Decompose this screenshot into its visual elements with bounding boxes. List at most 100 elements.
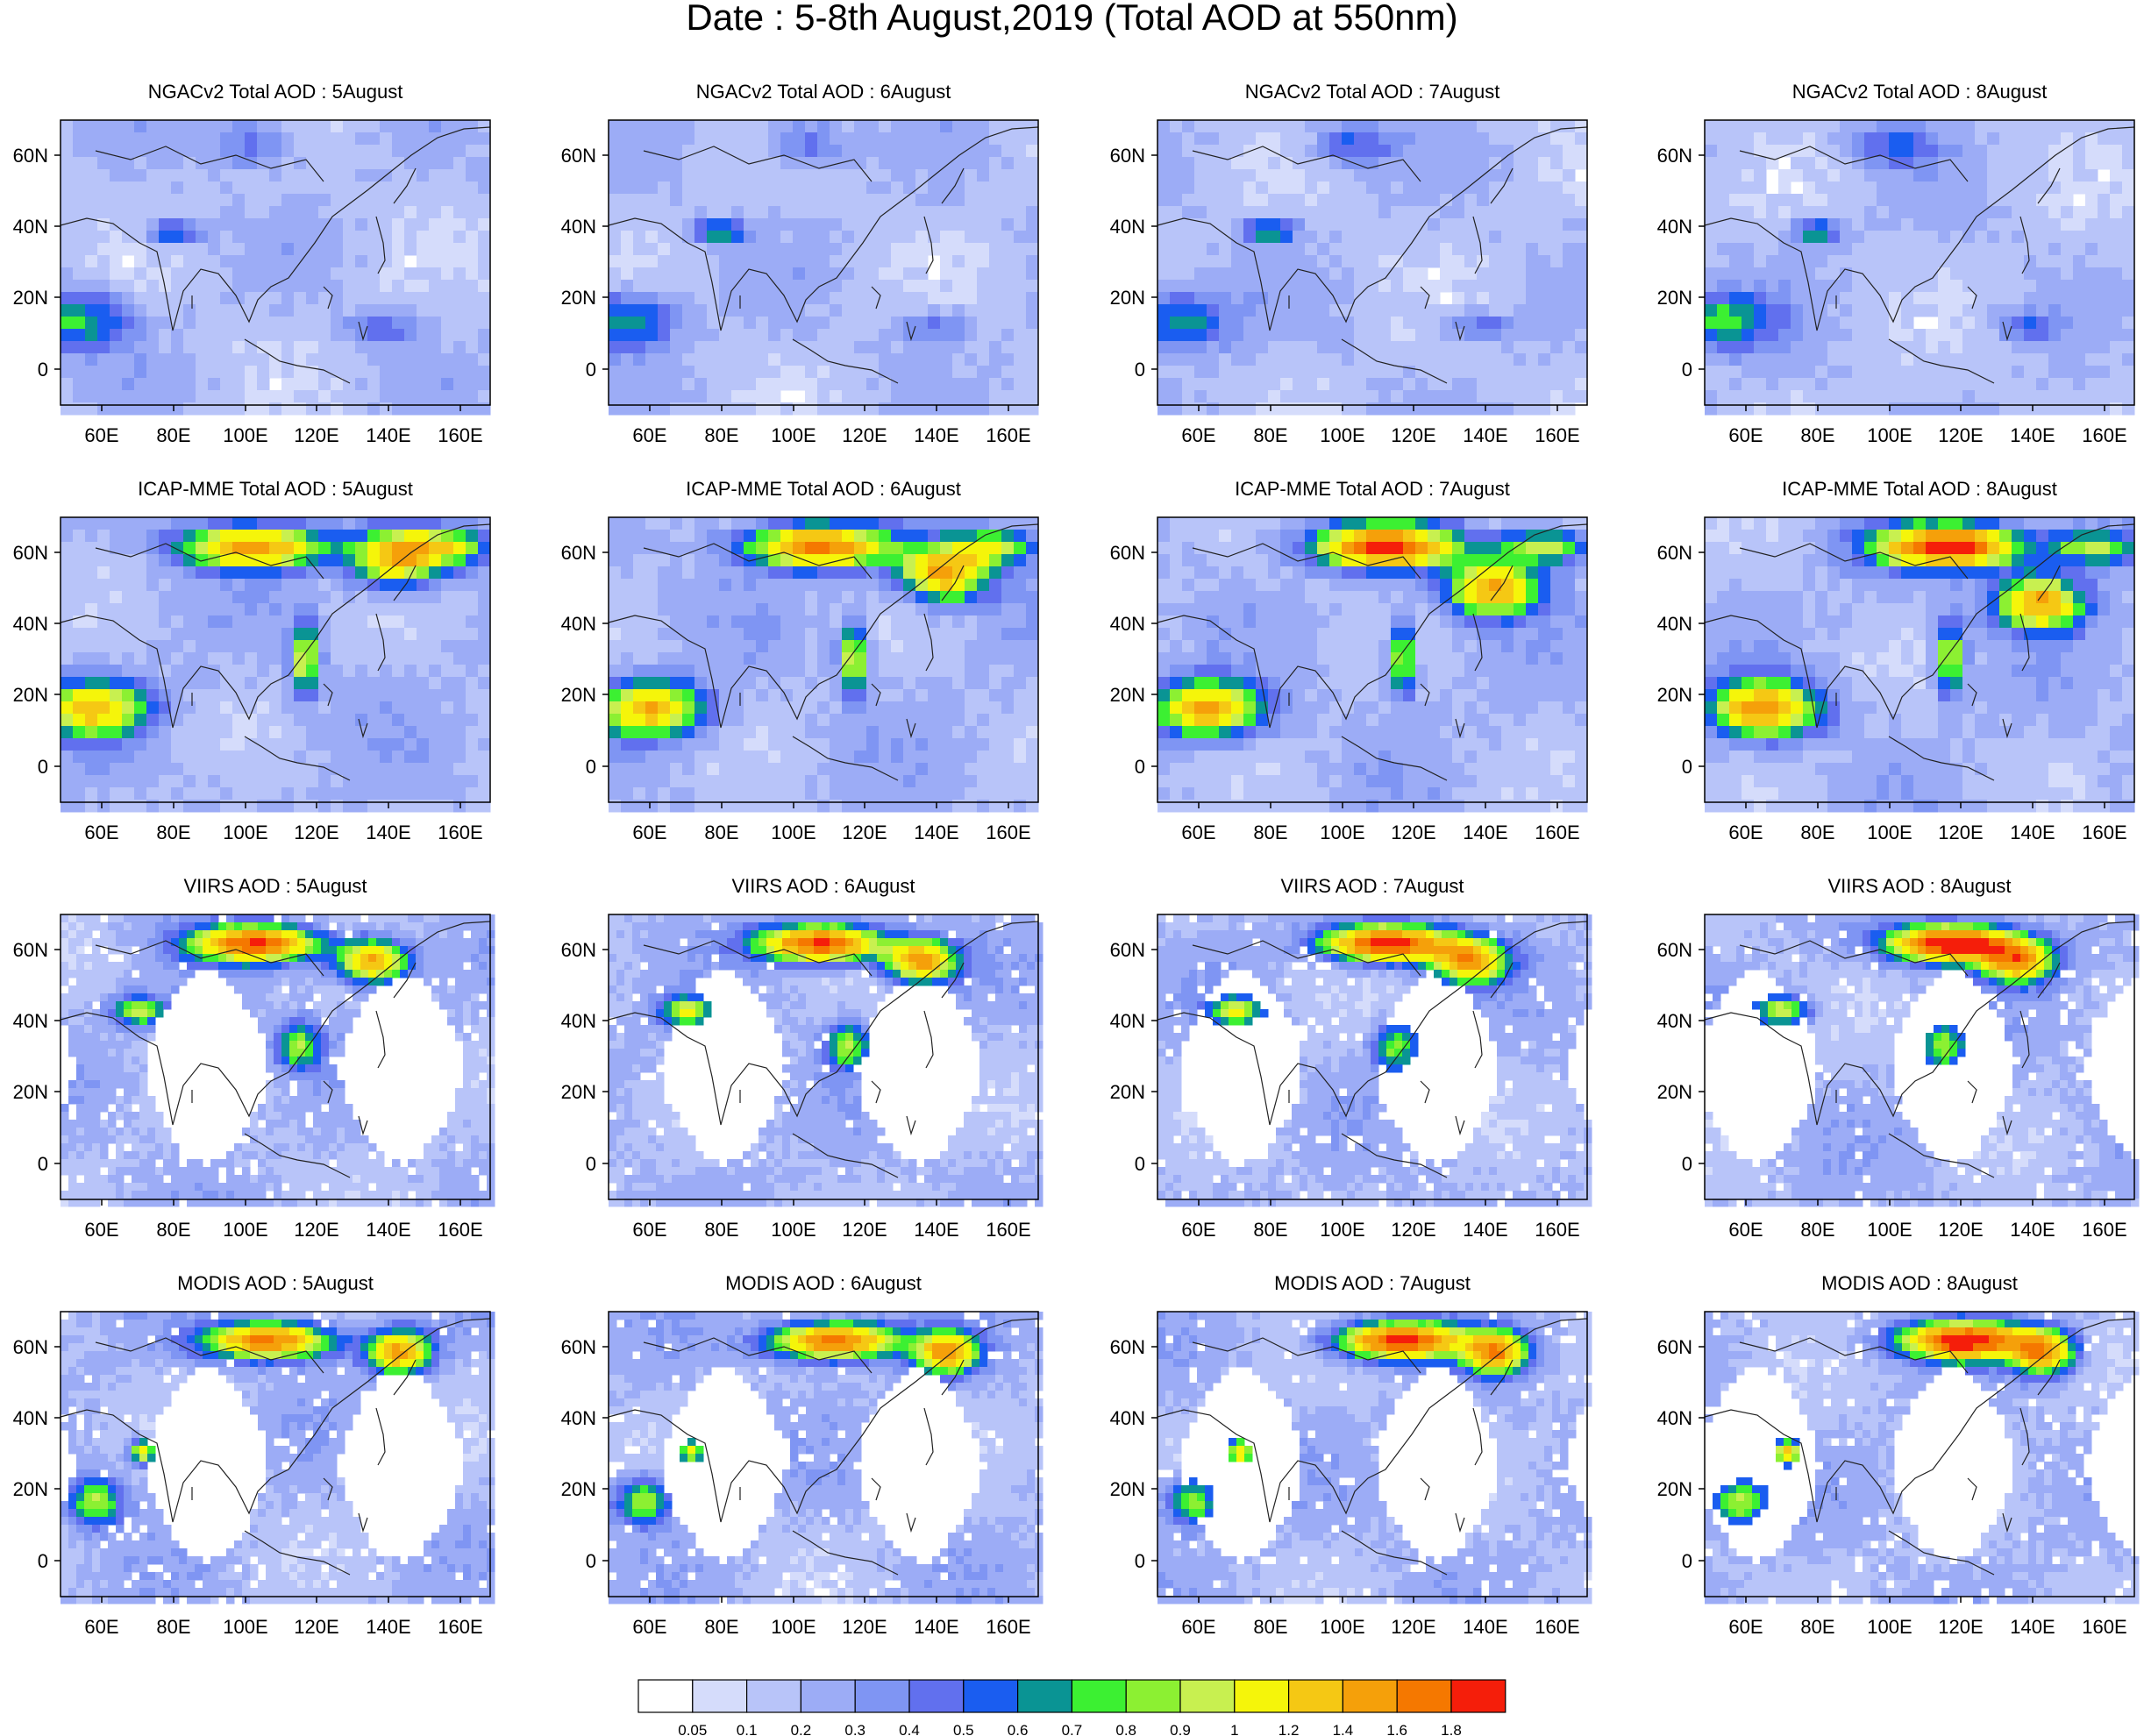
x-tick-label: 140E [914, 822, 958, 843]
coastline [60, 921, 491, 1178]
map-panel: VIIRS AOD : 7August 60E 80E 100E 120E 140E 160… [1096, 876, 1649, 1249]
x-tick-label: 100E [223, 822, 267, 843]
map-frame [1157, 516, 1588, 803]
aod-map: 60E 80E 100E 120E 140E 160E 60N 40N 20N 0 [13, 1311, 495, 1638]
y-tick-label: 60N [1110, 939, 1145, 961]
y-tick-label: 0 [38, 1550, 48, 1572]
map-panel: NGACv2 Total AOD : 8August 60E 80E 100E 120E… [1643, 82, 2144, 454]
coastline [608, 1318, 1039, 1576]
x-tick-label: 120E [294, 1219, 338, 1241]
coastline [608, 523, 1039, 781]
y-tick-label: 20N [13, 1081, 48, 1103]
x-tick-label: 60E [632, 1616, 666, 1638]
y-tick-label: 20N [561, 287, 596, 309]
map-frame [1704, 914, 2135, 1200]
y-tick-label: 0 [38, 359, 48, 381]
y-tick-label: 40N [561, 613, 596, 635]
x-tick-label: 100E [771, 822, 816, 843]
colorbar-label: 0.8 [1115, 1722, 1136, 1736]
x-tick-label: 100E [1867, 424, 1912, 446]
y-tick-label: 20N [1657, 1081, 1692, 1103]
y-tick-label: 0 [586, 756, 596, 778]
map-panel: NGACv2 Total AOD : 5August 60E 80E 100E 120E… [0, 82, 552, 454]
x-tick-label: 100E [223, 424, 267, 446]
y-tick-label: 40N [13, 216, 48, 238]
map-frame [608, 914, 1039, 1200]
aod-field [609, 120, 1039, 416]
y-tick-label: 40N [1657, 1407, 1692, 1429]
y-tick-label: 20N [1110, 684, 1145, 706]
map-panel: ICAP-MME Total AOD : 7August 60E 80E 100E 12… [1096, 479, 1649, 851]
x-tick-label: 120E [1391, 822, 1435, 843]
y-tick-label: 60N [1657, 1336, 1692, 1358]
y-tick-label: 40N [1657, 216, 1692, 238]
aod-map: 60E 80E 100E 120E 140E 160E 60N 40N 20N 0 [13, 914, 495, 1241]
y-tick-label: 20N [561, 684, 596, 706]
x-tick-label: 140E [2010, 1616, 2055, 1638]
panel-title: NGACv2 Total AOD : 6August [695, 81, 951, 103]
x-tick-label: 140E [1463, 424, 1507, 446]
x-tick-label: 100E [771, 1616, 816, 1638]
colorbar-box [692, 1679, 748, 1713]
x-tick-label: 60E [84, 1616, 118, 1638]
colorbar-box [908, 1679, 965, 1713]
colorbar-box [1450, 1679, 1506, 1713]
y-tick-label: 0 [1135, 1550, 1145, 1572]
x-tick-label: 60E [1181, 424, 1215, 446]
y-tick-label: 20N [1110, 1081, 1145, 1103]
colorbar-label: 1 [1230, 1722, 1238, 1736]
x-tick-label: 80E [156, 1616, 190, 1638]
panel-title: ICAP-MME Total AOD : 6August [686, 478, 961, 500]
coastline [1704, 921, 2135, 1178]
aod-map: 60E 80E 100E 120E 140E 160E 60N 40N 20N 0 [13, 516, 491, 843]
x-tick-label: 120E [1938, 1616, 1983, 1638]
y-tick-label: 20N [561, 1081, 596, 1103]
x-tick-label: 100E [223, 1616, 267, 1638]
x-tick-label: 160E [438, 424, 482, 446]
map-frame [60, 1311, 491, 1597]
colorbar-label: 0.2 [791, 1722, 812, 1736]
x-tick-label: 160E [438, 1616, 482, 1638]
map-panel: NGACv2 Total AOD : 7August 60E 80E 100E 120E… [1096, 82, 1649, 454]
map-panel: NGACv2 Total AOD : 6August 60E 80E 100E 120E… [547, 82, 1100, 454]
x-tick-label: 100E [1320, 1219, 1364, 1241]
map-frame [608, 516, 1039, 803]
panel-title: NGACv2 Total AOD : 7August [1244, 81, 1500, 103]
coastline [608, 126, 1039, 384]
colorbar-box [1016, 1679, 1072, 1713]
y-tick-label: 60N [561, 145, 596, 167]
y-tick-label: 40N [1110, 613, 1145, 635]
aod-field [1705, 1312, 2140, 1604]
y-tick-label: 60N [13, 1336, 48, 1358]
aod-map: 60E 80E 100E 120E 140E 160E 60N 40N 20N 0 [561, 119, 1039, 446]
panel-title: VIIRS AOD : 8August [1827, 875, 2012, 897]
y-tick-label: 40N [561, 1010, 596, 1032]
x-tick-label: 160E [986, 822, 1030, 843]
map-frame [1157, 119, 1588, 406]
x-tick-label: 80E [156, 424, 190, 446]
y-tick-label: 40N [13, 1407, 48, 1429]
y-tick-label: 0 [586, 359, 596, 381]
x-tick-label: 120E [842, 822, 887, 843]
y-tick-label: 20N [1657, 287, 1692, 309]
coastline [1704, 1318, 2135, 1576]
coastline [1157, 126, 1588, 384]
y-tick-label: 20N [1657, 1478, 1692, 1500]
x-tick-label: 140E [914, 424, 958, 446]
aod-field [1157, 914, 1592, 1207]
x-tick-label: 160E [438, 1219, 482, 1241]
colorbar-box [1125, 1679, 1181, 1713]
map-panel: MODIS AOD : 8August 60E 80E 100E 120E 140E 160… [1643, 1273, 2144, 1646]
x-tick-label: 80E [1253, 424, 1287, 446]
x-tick-label: 80E [704, 1616, 738, 1638]
x-tick-label: 60E [84, 822, 118, 843]
map-panel: ICAP-MME Total AOD : 6August 60E 80E 100E 12… [547, 479, 1100, 851]
coastline [608, 921, 1039, 1178]
y-tick-label: 60N [1657, 145, 1692, 167]
y-tick-label: 0 [586, 1153, 596, 1175]
y-tick-label: 40N [1110, 216, 1145, 238]
panel-title: ICAP-MME Total AOD : 7August [1235, 478, 1510, 500]
x-tick-label: 120E [1391, 424, 1435, 446]
aod-map: 60E 80E 100E 120E 140E 160E 60N 40N 20N 0 [1110, 1311, 1592, 1638]
x-tick-label: 80E [704, 1219, 738, 1241]
